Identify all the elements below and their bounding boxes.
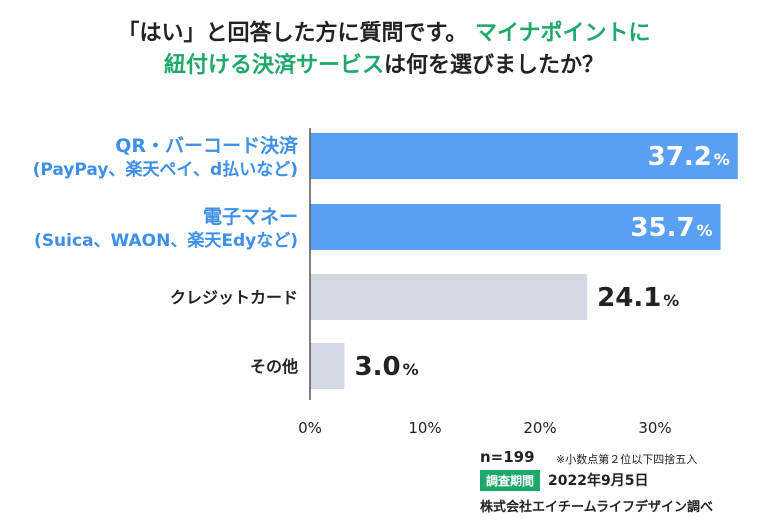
category-labels-group: QR・バーコード決済(PayPay、楽天ペイ、d払いなど) 電子マネー(Suica…	[33, 134, 299, 376]
x-tick-label-3: 30%	[638, 419, 671, 437]
survey-period-badge: 調査期間	[480, 470, 541, 491]
category-label-2: クレジットカード	[170, 288, 298, 307]
chart-title: 「はい」と回答した方に質問です。 マイナポイントに 紐付ける決済サービスは何を選…	[0, 18, 768, 82]
survey-period: 調査期間 2022年9月5日	[480, 470, 648, 491]
category-label-3: その他	[250, 357, 298, 376]
title-line1-part1: 「はい」と回答した方に質問です。	[117, 21, 468, 46]
survey-period-date: 2022年9月5日	[548, 473, 649, 489]
category-sublabel-1: (Suica、WAON、楽天Edyなど)	[34, 230, 298, 251]
value-label-1: 35.7	[630, 213, 694, 243]
value-unit-2: %	[663, 291, 679, 310]
title-line2-rest: は何を選びましたか？	[384, 53, 605, 78]
data-source: 株式会社エイチームライフデザイン調べ	[480, 500, 713, 515]
title-line2-accent: 紐付ける決済サービス	[163, 53, 384, 78]
bar-0	[310, 133, 738, 179]
bar-1	[310, 204, 721, 250]
value-unit-3: %	[403, 360, 419, 379]
rounding-note: ※小数点第２位以下四捨五入	[556, 453, 698, 466]
x-axis: 0% 10% 20% 30%	[298, 128, 672, 437]
title-line1-part2: マイナポイントに	[474, 21, 651, 46]
bar-2	[310, 274, 588, 320]
value-label-2: 24.1	[597, 283, 661, 313]
category-label-1: 電子マネー	[203, 206, 298, 228]
x-tick-label-2: 20%	[523, 419, 556, 437]
sample-size: n=199	[480, 448, 535, 466]
bars-group	[310, 133, 738, 389]
x-tick-label-1: 10%	[408, 419, 441, 437]
value-label-0: 37.2	[648, 142, 712, 172]
value-unit-1: %	[697, 221, 713, 240]
bar-3	[310, 343, 345, 389]
value-label-3: 3.0	[355, 352, 401, 382]
value-labels-group: 37.2 %35.7 %24.1 %3.0%	[355, 142, 730, 382]
category-label-0: QR・バーコード決済	[115, 134, 299, 157]
value-unit-0: %	[714, 150, 730, 169]
x-tick-label-0: 0%	[298, 419, 322, 437]
category-sublabel-0: (PayPay、楽天ペイ、d払いなど)	[33, 159, 298, 180]
